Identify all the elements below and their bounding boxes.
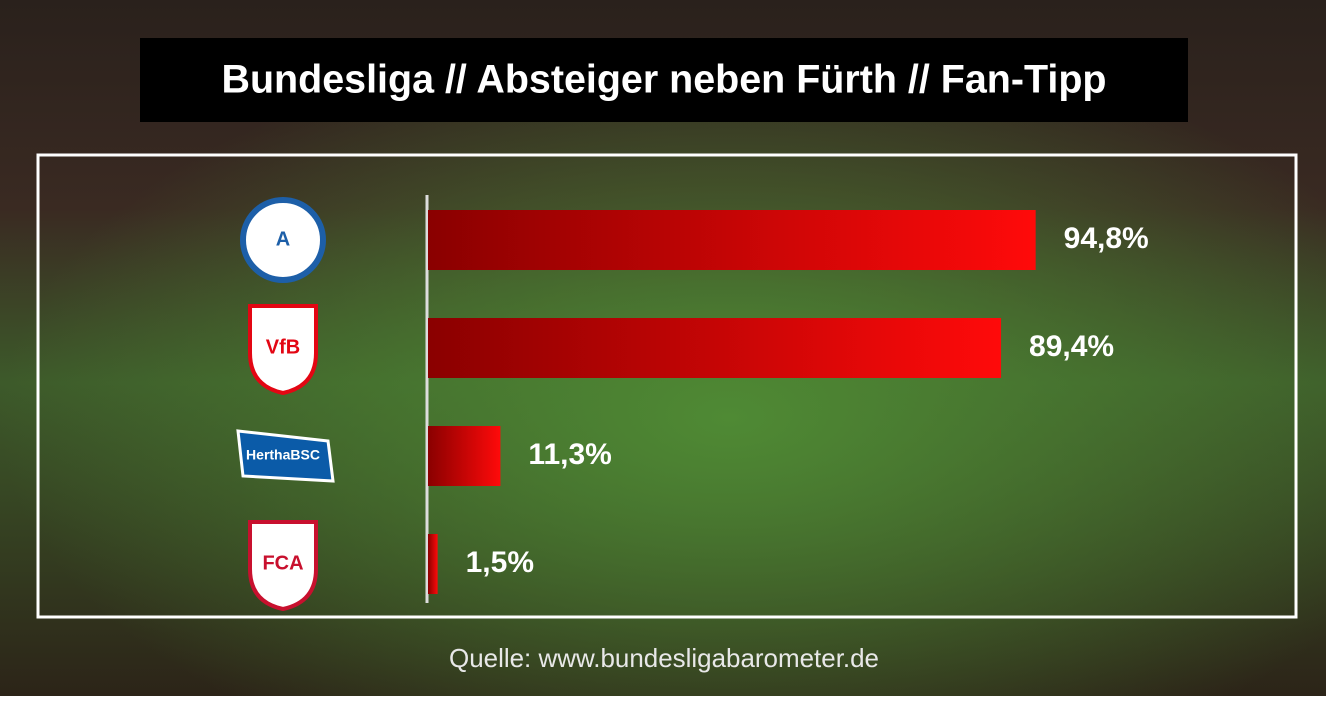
team-logo: FCA bbox=[248, 520, 318, 612]
team-logo: A bbox=[240, 197, 326, 283]
frame bbox=[36, 153, 1298, 619]
title-box bbox=[140, 38, 1188, 122]
value-label: 1,5% bbox=[466, 546, 534, 579]
bar bbox=[428, 210, 1036, 270]
team-name: HerthaBSC bbox=[246, 447, 320, 463]
team-logo: HerthaBSC bbox=[236, 429, 335, 483]
bar bbox=[428, 426, 501, 486]
bar bbox=[428, 318, 1002, 378]
logo-shape bbox=[248, 520, 318, 612]
team-logo: VfB bbox=[248, 304, 318, 396]
value-label: 89,4% bbox=[1029, 330, 1114, 363]
team-name: VfB bbox=[266, 336, 300, 358]
logo-shape bbox=[240, 197, 326, 283]
team-name: A bbox=[276, 228, 290, 250]
logo-shape bbox=[248, 304, 318, 396]
logo-shape bbox=[236, 429, 335, 483]
value-label: 11,3% bbox=[528, 438, 611, 471]
value-label: 94,8% bbox=[1064, 222, 1149, 255]
team-name: FCA bbox=[262, 552, 303, 574]
chart-title: Bundesliga // Absteiger neben Fürth // F… bbox=[222, 58, 1107, 102]
bar bbox=[428, 534, 438, 594]
source: Quelle: www.bundesligabarometer.de bbox=[449, 643, 879, 673]
